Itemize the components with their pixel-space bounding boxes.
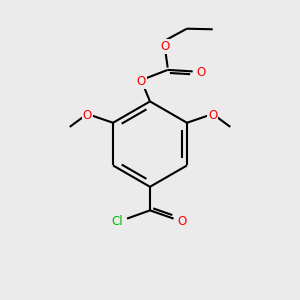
Text: O: O <box>208 109 217 122</box>
Text: Cl: Cl <box>111 215 123 228</box>
Text: O: O <box>136 75 146 88</box>
Text: O: O <box>196 66 206 80</box>
Text: O: O <box>83 109 92 122</box>
Text: O: O <box>177 215 187 228</box>
Text: O: O <box>160 40 169 53</box>
